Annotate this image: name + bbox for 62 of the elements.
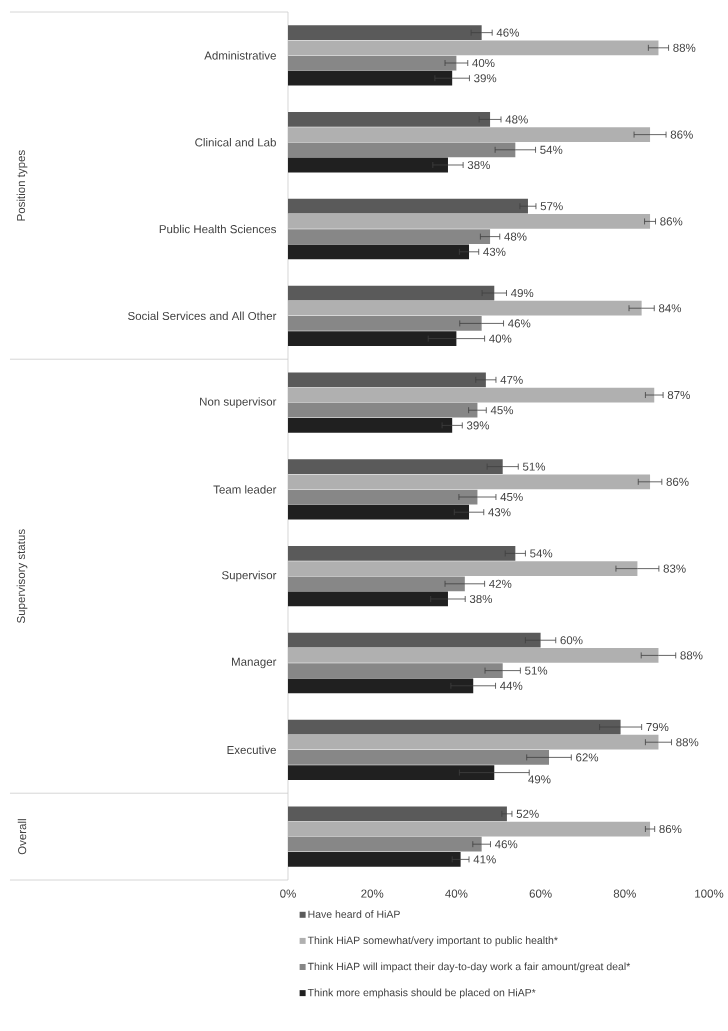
text: Overall [17, 819, 27, 855]
data-label: 45% [500, 492, 523, 502]
data-label: 46% [508, 319, 531, 328]
data-label: 88% [673, 43, 696, 52]
data-label: 60% [560, 636, 583, 645]
data-label: 83% [663, 564, 686, 573]
data-label: 40% [489, 334, 512, 343]
data-label: 86% [670, 130, 693, 139]
data-label: 47% [500, 375, 523, 384]
data-label: 54% [530, 549, 553, 558]
data-label: 86% [666, 477, 689, 486]
y-tick-label: Executive [227, 745, 276, 755]
y-tick-label: Manager [232, 657, 277, 669]
x-tick-label: 60% [529, 889, 552, 898]
data-label: 42% [489, 579, 512, 588]
y-tick-label: Clinical and Lab [195, 138, 276, 147]
data-label: 62% [576, 753, 599, 762]
x-tick-label: 40% [445, 889, 468, 898]
data-label: 48% [504, 232, 527, 241]
data-label: 41% [473, 855, 496, 864]
data-label: 88% [680, 651, 703, 660]
y-tick-label: Team leader [213, 485, 277, 494]
data-label: 86% [660, 217, 683, 226]
data-label: 84% [658, 304, 682, 313]
x-tick-label: 80% [613, 889, 636, 898]
data-label: 46% [494, 840, 518, 849]
data-label: 43% [488, 508, 511, 517]
data-label: 45% [490, 406, 514, 415]
x-tick-label: 20% [361, 889, 384, 898]
data-label: 38% [467, 160, 490, 170]
x-tick-label: 100% [695, 889, 724, 898]
y-tick-label: Non supervisor [200, 397, 277, 408]
text: Supervisory status [16, 529, 28, 623]
data-label: 48% [505, 115, 528, 124]
data-label: 49% [510, 288, 534, 298]
data-label: 39% [466, 421, 490, 430]
data-label: 51% [522, 462, 546, 471]
data-label: 38% [469, 594, 493, 604]
data-label: 87% [667, 390, 690, 400]
data-label: 39% [474, 74, 497, 83]
legend-label: Think HiAP somewhat/very important to public health* [307, 936, 558, 947]
text: Position types [16, 150, 28, 221]
data-label: 54% [540, 145, 563, 154]
data-label: 52% [516, 809, 539, 818]
data-label: 86% [659, 824, 682, 834]
x-tick-label: 0% [280, 889, 296, 898]
legend-label: Think HiAP will impact their day-to-day work a fair amount/great deal* [307, 962, 631, 973]
y-tick-label: Supervisor [222, 570, 277, 582]
y-tick-label: Public Health Sciences [159, 224, 277, 234]
legend-label: Think more emphasis should be placed on HiAP* [307, 988, 536, 999]
data-label: 44% [500, 681, 523, 690]
data-label: 79% [646, 722, 669, 732]
legend-label: Have heard of HiAP [308, 910, 400, 918]
y-tick-label: Administrative [204, 51, 276, 60]
data-label: 49% [528, 775, 551, 784]
data-label: 40% [472, 58, 495, 68]
data-label: 88% [676, 738, 699, 747]
data-label: 57% [540, 202, 563, 211]
data-label: 51% [525, 666, 548, 675]
y-tick-label: Social Services and All Other [128, 311, 277, 321]
data-label: 43% [483, 247, 506, 256]
data-label: 46% [496, 28, 519, 37]
